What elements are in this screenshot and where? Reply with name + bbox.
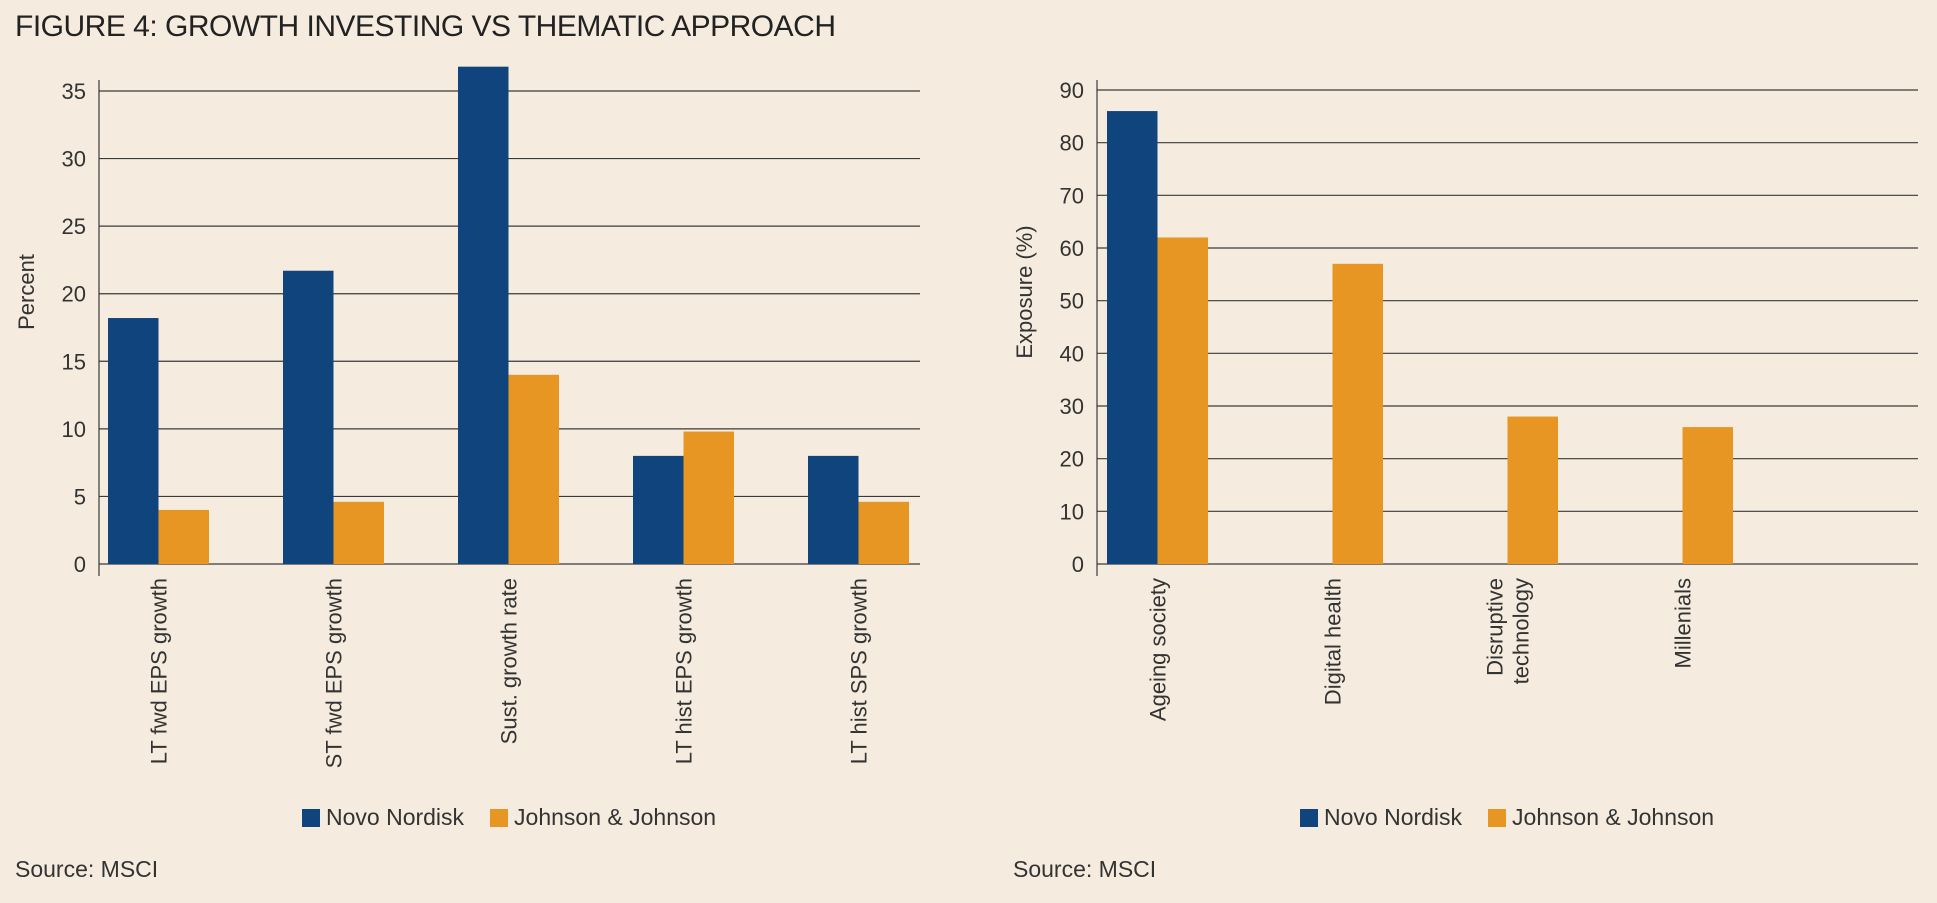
legend-label-novo: Novo Nordisk xyxy=(326,804,465,830)
y-axis-title: Percent xyxy=(14,254,39,330)
legend-item-jnj: Johnson & Johnson xyxy=(490,804,716,831)
x-tick-label-sust-growth-rate: Sust. growth rate xyxy=(497,578,522,744)
y-tick-label: 50 xyxy=(1060,289,1084,314)
x-tick-label-line: LT hist SPS growth xyxy=(847,578,872,764)
exposure-chart: 0 10 20 30 40 50 60 70 80 90 Exposure (%) Ageing so… xyxy=(1012,78,1918,721)
bar-novo-nordisk-lt-hist-eps-growth xyxy=(633,455,684,564)
x-tick-label-disruptive-technology: Disruptive technology xyxy=(1483,578,1534,684)
legend-swatch-novo xyxy=(302,808,320,827)
source-exposure-chart: Source: MSCI xyxy=(1013,856,1157,882)
x-tick-label-digital-health: Digital health xyxy=(1321,578,1346,705)
bar-johnson-johnson-ageing-society xyxy=(1157,237,1208,564)
y-tick-label: 30 xyxy=(1060,394,1084,419)
x-tick-label-ageing-society: Ageing society xyxy=(1146,578,1171,721)
y-tick-label: 0 xyxy=(74,552,86,577)
x-tick-label-line: Sust. growth rate xyxy=(497,578,522,744)
y-tick-label: 25 xyxy=(62,214,86,239)
x-tick-label-lt-fwd-eps-growth: LT fwd EPS growth xyxy=(147,578,172,764)
y-tick-label: 20 xyxy=(1060,447,1084,472)
y-tick-label: 5 xyxy=(74,484,86,509)
bar-novo-nordisk-lt-hist-sps-growth xyxy=(808,455,859,564)
legend-label-novo: Novo Nordisk xyxy=(1324,804,1463,830)
x-tick-label-line: ST fwd EPS growth xyxy=(322,578,347,768)
bar-johnson-johnson-lt-hist-sps-growth xyxy=(858,501,909,564)
bar-johnson-johnson-disruptive-technology xyxy=(1507,416,1558,564)
x-tick-label-line: Digital health xyxy=(1321,578,1346,705)
legend-item-novo: Novo Nordisk xyxy=(1300,804,1462,831)
legend-growth-chart: Novo Nordisk Johnson & Johnson xyxy=(302,804,742,831)
bar-johnson-johnson-lt-hist-eps-growth xyxy=(683,431,734,564)
bar-novo-nordisk-ageing-society xyxy=(1107,111,1158,565)
y-tick-label: 10 xyxy=(1060,499,1084,524)
x-tick-label-lt-hist-eps-growth: LT hist EPS growth xyxy=(672,578,697,764)
bar-johnson-johnson-lt-fwd-eps-growth xyxy=(158,509,209,564)
y-tick-label: 35 xyxy=(62,79,86,104)
legend-swatch-novo xyxy=(1300,808,1318,827)
x-tick-label-st-fwd-eps-growth: ST fwd EPS growth xyxy=(322,578,347,768)
x-tick-label-line: LT hist EPS growth xyxy=(672,578,697,764)
y-tick-label: 60 xyxy=(1060,236,1084,261)
bar-novo-nordisk-st-fwd-eps-growth xyxy=(283,270,334,564)
y-axis-title: Exposure (%) xyxy=(1012,225,1037,358)
figure-title: FIGURE 4: GROWTH INVESTING VS THEMATIC A… xyxy=(15,10,836,43)
y-tick-label: 20 xyxy=(62,282,86,307)
y-tick-label: 0 xyxy=(1072,552,1084,577)
legend-label-jnj: Johnson & Johnson xyxy=(1512,804,1715,830)
y-tick-label: 80 xyxy=(1060,131,1084,156)
bar-johnson-johnson-sust-growth-rate xyxy=(508,374,559,564)
y-tick-label: 40 xyxy=(1060,341,1084,366)
x-tick-label-millenials: Millenials xyxy=(1671,578,1696,668)
x-tick-label-line: Disruptive xyxy=(1483,578,1508,676)
legend-label-jnj: Johnson & Johnson xyxy=(514,804,717,830)
growth-chart: 0 5 10 15 20 25 30 35 Percent LT fwd EPS growth ST… xyxy=(14,66,920,768)
bar-johnson-johnson-digital-health xyxy=(1332,263,1383,564)
y-tick-label: 10 xyxy=(62,417,86,442)
y-tick-label: 90 xyxy=(1060,78,1084,103)
legend-item-jnj: Johnson & Johnson xyxy=(1488,804,1714,831)
x-tick-label-line: Millenials xyxy=(1671,578,1696,668)
x-tick-label-line: Ageing society xyxy=(1146,578,1171,721)
bar-novo-nordisk-sust-growth-rate xyxy=(458,66,509,564)
y-tick-label: 30 xyxy=(62,147,86,172)
source-growth-chart: Source: MSCI xyxy=(15,856,159,882)
y-tick-label: 70 xyxy=(1060,183,1084,208)
x-tick-label-line: LT fwd EPS growth xyxy=(147,578,172,764)
x-tick-label-line: technology xyxy=(1509,578,1534,684)
legend-swatch-jnj xyxy=(1488,808,1507,827)
bar-johnson-johnson-millenials xyxy=(1682,427,1733,564)
legend-item-novo: Novo Nordisk xyxy=(302,804,464,831)
bar-novo-nordisk-lt-fwd-eps-growth xyxy=(108,318,159,564)
x-tick-label-lt-hist-sps-growth: LT hist SPS growth xyxy=(847,578,872,764)
y-tick-label: 15 xyxy=(62,349,86,374)
legend-swatch-jnj xyxy=(490,808,509,827)
bar-johnson-johnson-st-fwd-eps-growth xyxy=(333,501,384,564)
legend-exposure-chart: Novo Nordisk Johnson & Johnson xyxy=(1300,804,1740,831)
